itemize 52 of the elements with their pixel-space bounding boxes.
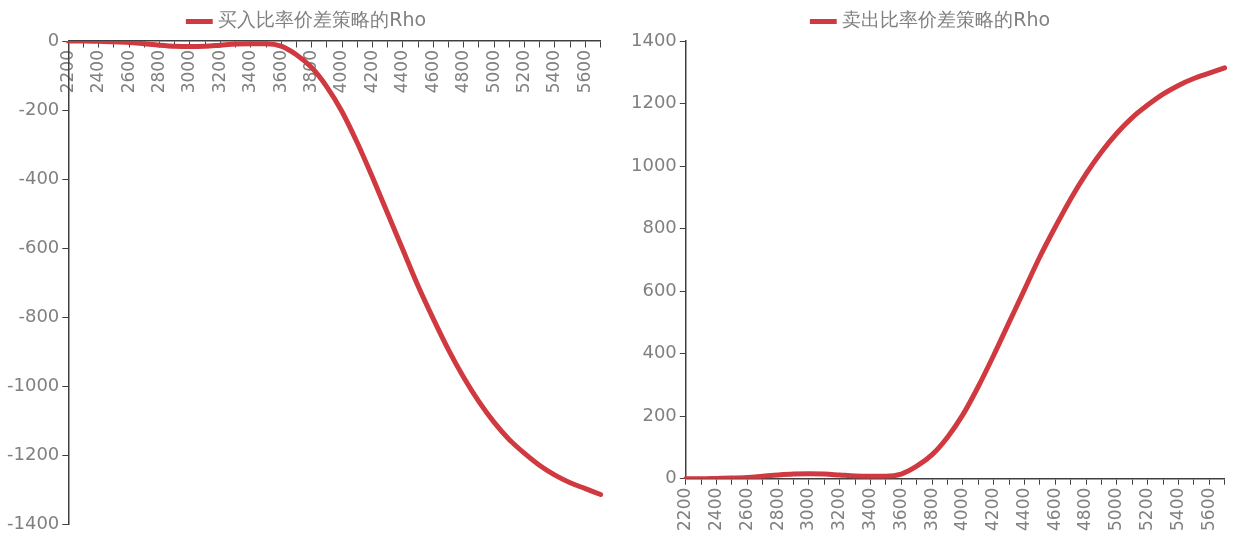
x-tick-label: 5400 <box>543 50 564 94</box>
y-tick-label: 200 <box>642 403 677 425</box>
x-tick-label: 3400 <box>858 487 879 531</box>
x-tick-label: 4200 <box>360 50 381 94</box>
y-tick-label: 400 <box>642 341 677 363</box>
x-tick-label: 5200 <box>512 50 533 94</box>
x-tick-label: 3800 <box>920 487 941 531</box>
legend-label: 卖出比率价差策略的Rho <box>842 8 1051 31</box>
y-tick-label: 600 <box>642 278 677 300</box>
x-tick-label: 3000 <box>797 487 818 531</box>
x-tick-label: 4600 <box>1043 487 1064 531</box>
x-tick-label: 3600 <box>889 487 910 531</box>
y-tick-label: 800 <box>642 216 677 238</box>
x-tick-label: 3000 <box>178 50 199 94</box>
x-tick-label: 2400 <box>87 50 108 94</box>
x-tick-label: 3600 <box>269 50 290 94</box>
y-tick-label: -400 <box>18 166 60 188</box>
x-tick-label: 2800 <box>147 50 168 94</box>
x-tick-label: 2200 <box>674 487 695 531</box>
x-tick-label: 4600 <box>421 50 442 94</box>
y-tick-label: -1000 <box>6 373 60 395</box>
x-tick-label: 4800 <box>1074 487 1095 531</box>
x-tick-label: 3400 <box>239 50 260 94</box>
x-tick-label: 2800 <box>766 487 787 531</box>
y-tick-label: 1400 <box>631 28 677 50</box>
x-tick-label: 5000 <box>1105 487 1126 531</box>
y-tick-label: 0 <box>47 28 60 50</box>
y-tick-label: -600 <box>18 235 60 257</box>
x-tick-label: 4000 <box>330 50 351 94</box>
legend-label: 买入比率价差策略的Rho <box>218 8 427 31</box>
y-tick-label: -1400 <box>6 511 60 533</box>
x-tick-label: 5600 <box>1197 487 1218 531</box>
y-tick-label: -200 <box>18 97 60 119</box>
y-tick-label: -1200 <box>6 442 60 464</box>
x-tick-label: 4800 <box>452 50 473 94</box>
x-tick-label: 3200 <box>208 50 229 94</box>
x-tick-label: 3200 <box>828 487 849 531</box>
x-tick-label: 5200 <box>1136 487 1157 531</box>
x-tick-label: 5400 <box>1166 487 1187 531</box>
y-tick-label: 1000 <box>631 153 677 175</box>
x-tick-label: 2600 <box>117 50 138 94</box>
x-tick-label: 5600 <box>573 50 594 94</box>
y-tick-label: 1200 <box>631 91 677 113</box>
x-tick-label: 2600 <box>735 487 756 531</box>
x-tick-label: 4000 <box>951 487 972 531</box>
x-tick-label: 2400 <box>705 487 726 531</box>
y-tick-label: 0 <box>665 466 677 488</box>
x-tick-label: 4400 <box>1012 487 1033 531</box>
y-tick-label: -800 <box>18 304 60 326</box>
x-tick-label: 4200 <box>982 487 1003 531</box>
x-tick-label: 5000 <box>482 50 503 94</box>
x-tick-label: 4400 <box>391 50 412 94</box>
